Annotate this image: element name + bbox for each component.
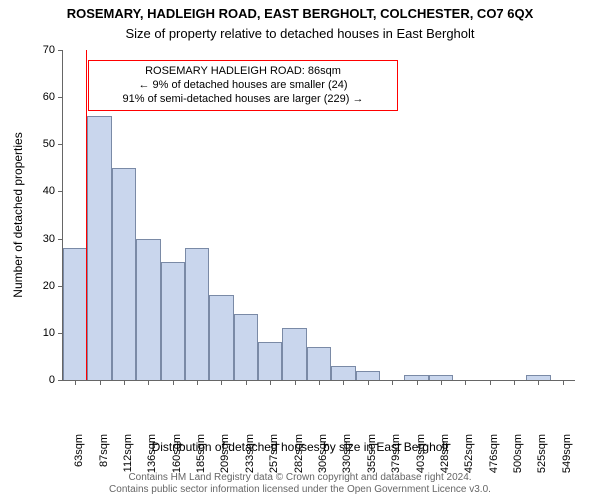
x-tick-mark bbox=[148, 380, 149, 385]
histogram-bar bbox=[185, 248, 209, 380]
x-tick-mark bbox=[319, 380, 320, 385]
y-tick-label: 40 bbox=[43, 185, 63, 197]
x-tick-mark bbox=[221, 380, 222, 385]
histogram-bar bbox=[307, 347, 331, 380]
x-tick-mark bbox=[197, 380, 198, 385]
x-tick-mark bbox=[417, 380, 418, 385]
histogram-bar bbox=[87, 116, 111, 380]
x-tick-mark bbox=[441, 380, 442, 385]
x-tick-mark bbox=[368, 380, 369, 385]
annotation-box: ROSEMARY HADLEIGH ROAD: 86sqm ← 9% of de… bbox=[88, 60, 398, 111]
x-tick-mark bbox=[173, 380, 174, 385]
chart-supertitle: ROSEMARY, HADLEIGH ROAD, EAST BERGHOLT, … bbox=[0, 6, 600, 21]
footer-line-1: Contains HM Land Registry data © Crown c… bbox=[0, 472, 600, 484]
histogram-bar bbox=[234, 314, 258, 380]
annotation-line-2: ← 9% of detached houses are smaller (24) bbox=[97, 79, 389, 93]
histogram-bar bbox=[161, 262, 185, 380]
y-tick-label: 50 bbox=[43, 138, 63, 150]
x-tick-mark bbox=[246, 380, 247, 385]
chart-title: Size of property relative to detached ho… bbox=[0, 26, 600, 41]
x-tick-mark bbox=[100, 380, 101, 385]
x-tick-mark bbox=[392, 380, 393, 385]
histogram-bar bbox=[356, 371, 380, 380]
y-tick-label: 30 bbox=[43, 233, 63, 245]
x-axis-label: Distribution of detached houses by size … bbox=[0, 440, 600, 454]
x-tick-mark bbox=[270, 380, 271, 385]
annotation-line-1: ROSEMARY HADLEIGH ROAD: 86sqm bbox=[97, 65, 389, 79]
footer-line-2: Contains public sector information licen… bbox=[0, 484, 600, 496]
x-tick-mark bbox=[75, 380, 76, 385]
annotation-line-3: 91% of semi-detached houses are larger (… bbox=[97, 93, 389, 107]
chart-container: ROSEMARY, HADLEIGH ROAD, EAST BERGHOLT, … bbox=[0, 0, 600, 500]
x-tick-mark bbox=[538, 380, 539, 385]
footer-attribution: Contains HM Land Registry data © Crown c… bbox=[0, 472, 600, 496]
x-tick-mark bbox=[124, 380, 125, 385]
histogram-bar bbox=[112, 168, 136, 380]
histogram-bar bbox=[209, 295, 233, 380]
x-tick-mark bbox=[343, 380, 344, 385]
x-tick-mark bbox=[490, 380, 491, 385]
x-tick-mark bbox=[465, 380, 466, 385]
histogram-bar bbox=[63, 248, 87, 380]
x-tick-mark bbox=[563, 380, 564, 385]
y-tick-label: 20 bbox=[43, 280, 63, 292]
y-tick-label: 0 bbox=[49, 374, 63, 386]
histogram-bar bbox=[136, 239, 160, 380]
histogram-bar bbox=[331, 366, 355, 380]
y-tick-label: 10 bbox=[43, 327, 63, 339]
histogram-bar bbox=[258, 342, 282, 380]
x-tick-mark bbox=[295, 380, 296, 385]
x-tick-mark bbox=[514, 380, 515, 385]
y-tick-label: 60 bbox=[43, 91, 63, 103]
y-axis-label: Number of detached properties bbox=[11, 132, 25, 297]
histogram-bar bbox=[282, 328, 306, 380]
y-tick-label: 70 bbox=[43, 44, 63, 56]
